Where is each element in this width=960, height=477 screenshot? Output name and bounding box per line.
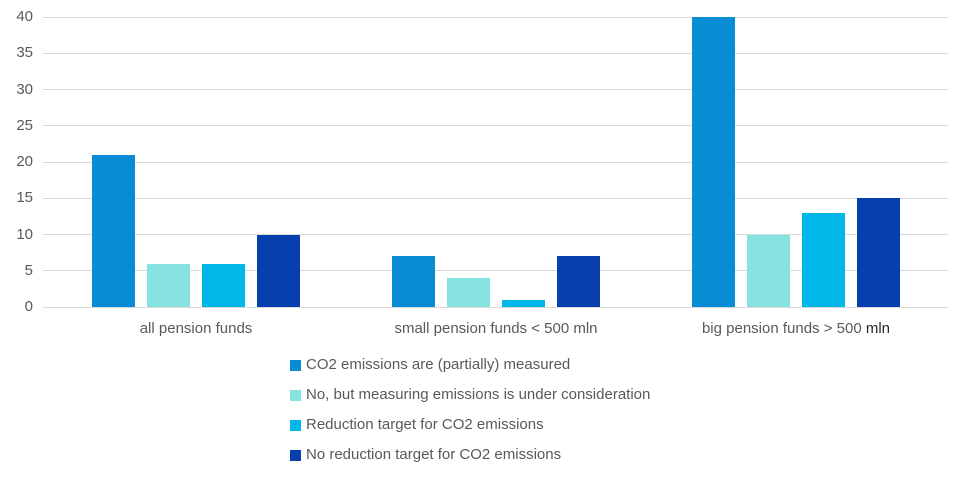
legend-item: No reduction target for CO2 emissions xyxy=(290,447,650,463)
y-axis-tick-label: 25 xyxy=(16,116,33,134)
x-axis-category-label: all pension funds xyxy=(36,320,356,338)
y-axis-tick-label: 35 xyxy=(16,44,33,62)
legend-swatch xyxy=(290,449,301,461)
gridline xyxy=(43,16,948,18)
y-axis-tick-label: 0 xyxy=(24,298,33,315)
category-label-text: big pension funds > 500 xyxy=(701,320,866,337)
legend-item: CO2 emissions are (partially) measured xyxy=(290,357,650,373)
gridline xyxy=(43,306,948,308)
legend-label: No, but measuring emissions is under con… xyxy=(306,386,651,403)
y-axis-tick-label: 10 xyxy=(16,225,33,243)
legend-swatch xyxy=(290,389,301,401)
bar-series2-cat3 xyxy=(747,234,790,307)
x-axis-category-label: small pension funds < 500 mln xyxy=(336,320,656,338)
bar-series3-cat3 xyxy=(802,212,845,307)
legend-swatch xyxy=(290,419,301,431)
bar-series3-cat2 xyxy=(502,299,545,307)
legend-item: No, but measuring emissions is under con… xyxy=(290,387,650,403)
y-axis-tick-label: 40 xyxy=(16,8,33,25)
bar-series3-cat1 xyxy=(202,263,245,307)
gridline xyxy=(43,89,948,90)
category-label-text: all pension funds xyxy=(139,320,253,337)
bar-series1-cat2 xyxy=(392,256,435,307)
gridline xyxy=(43,270,948,272)
category-label-text: small pension funds < 500 mln xyxy=(394,320,598,337)
y-axis-tick-label: 20 xyxy=(16,153,33,170)
bar-series4-cat1 xyxy=(257,234,300,307)
legend-swatch xyxy=(290,359,301,371)
bar-series1-cat1 xyxy=(92,154,135,307)
bar-series2-cat2 xyxy=(447,278,490,307)
category-label-dark-suffix: mln xyxy=(865,320,891,337)
y-axis-tick-label: 5 xyxy=(24,261,33,279)
legend-label: No reduction target for CO2 emissions xyxy=(306,446,562,463)
bar-series4-cat3 xyxy=(857,198,900,307)
x-axis-category-label: big pension funds > 500 mln xyxy=(636,320,956,338)
bar-series1-cat3 xyxy=(692,17,735,307)
gridline xyxy=(43,161,948,163)
gridline xyxy=(43,197,948,199)
chart-legend: CO2 emissions are (partially) measured No… xyxy=(290,357,650,477)
gridline xyxy=(43,125,948,127)
gridline xyxy=(43,52,948,54)
legend-item: Reduction target for CO2 emissions xyxy=(290,417,650,433)
legend-label: Reduction target for CO2 emissions xyxy=(306,416,544,433)
bar-series2-cat1 xyxy=(147,263,190,307)
gridline xyxy=(43,234,948,235)
bar-series4-cat2 xyxy=(557,256,600,307)
y-axis-tick-label: 30 xyxy=(16,80,33,98)
y-axis-tick-label: 15 xyxy=(16,189,33,207)
legend-label: CO2 emissions are (partially) measured xyxy=(306,356,571,373)
